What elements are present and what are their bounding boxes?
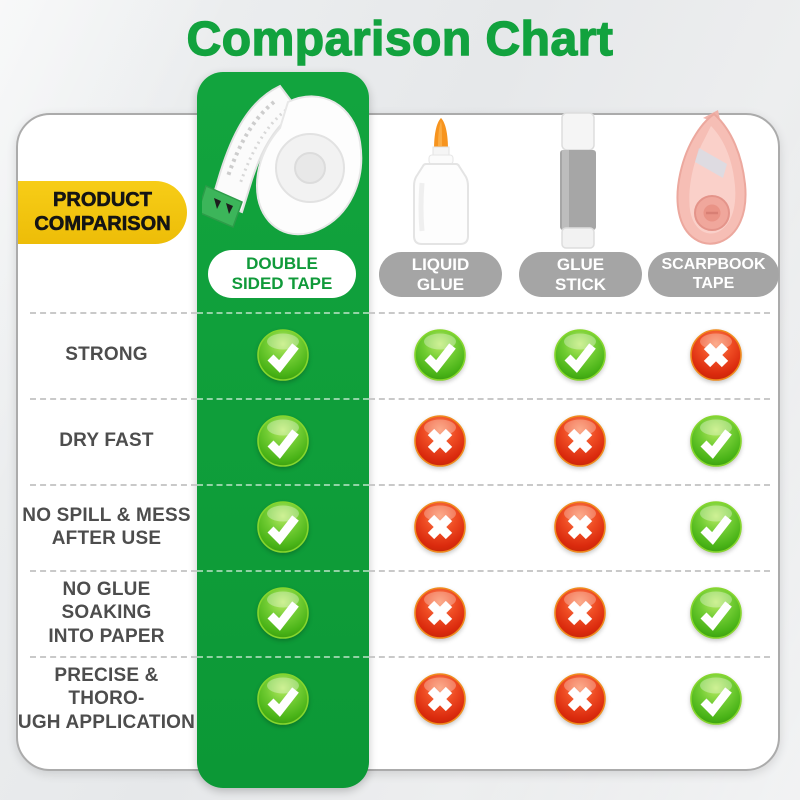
- check-icon: [690, 501, 742, 553]
- table-cell: [554, 587, 606, 639]
- row-divider: [197, 312, 369, 314]
- row-divider: [197, 398, 369, 400]
- row-label: DRY FAST: [59, 430, 154, 452]
- row-divider: [197, 484, 369, 486]
- table-cell: [554, 673, 606, 725]
- row-label: PRECISE & THORO- UGH APPLICATION: [17, 665, 196, 733]
- check-icon: [257, 587, 309, 639]
- check-icon: [690, 673, 742, 725]
- cross-icon: [554, 673, 606, 725]
- table-cell: [257, 673, 309, 725]
- table-cell: [257, 587, 309, 639]
- tape-dispenser-icon: [202, 76, 364, 246]
- row-divider: [30, 312, 197, 314]
- check-icon: [257, 673, 309, 725]
- cross-icon: [413, 673, 466, 725]
- table-row: PRECISE & THORO- UGH APPLICATION: [16, 656, 782, 742]
- table-cell: [690, 587, 742, 639]
- cross-icon: [413, 501, 466, 553]
- column-header-liquid-glue: LIQUID GLUE: [379, 252, 502, 297]
- table-row: NO GLUE SOAKING INTO PAPER: [16, 570, 782, 656]
- check-icon: [257, 415, 309, 467]
- check-icon: [690, 587, 742, 639]
- page-title: Comparison Chart: [186, 12, 614, 66]
- row-label: NO SPILL & MESS AFTER USE: [22, 504, 191, 549]
- table-cell: [554, 415, 606, 467]
- row-divider: [369, 398, 770, 400]
- column-header-glue-stick: GLUE STICK: [519, 252, 642, 297]
- row-label: STRONG: [65, 344, 148, 366]
- table-cell: [690, 415, 742, 467]
- row-divider: [369, 656, 770, 658]
- table-cell: [690, 501, 742, 553]
- glue-stick-icon: [549, 111, 607, 251]
- cross-icon: [554, 415, 606, 467]
- table-cell: [257, 415, 309, 467]
- table-cell: [413, 587, 466, 639]
- row-divider: [369, 484, 770, 486]
- row-divider: [197, 570, 369, 572]
- row-divider: [369, 312, 770, 314]
- check-icon: [690, 415, 742, 467]
- table-cell: [413, 501, 466, 553]
- table-cell: [554, 501, 606, 553]
- table-row: NO SPILL & MESS AFTER USE: [16, 484, 782, 570]
- row-divider: [30, 656, 197, 658]
- row-label: NO GLUE SOAKING INTO PAPER: [48, 579, 165, 647]
- row-divider: [30, 398, 197, 400]
- table-row: DRY FAST: [16, 398, 782, 484]
- table-cell: [257, 329, 309, 381]
- cross-icon: [413, 587, 466, 639]
- check-icon: [554, 329, 606, 381]
- row-divider: [30, 484, 197, 486]
- cross-icon: [554, 501, 606, 553]
- row-divider: [197, 656, 369, 658]
- table-cell: [690, 673, 742, 725]
- table-cell: [257, 501, 309, 553]
- cross-icon: [554, 587, 606, 639]
- table-cell: [413, 329, 466, 381]
- glue-bottle-icon: [398, 113, 484, 248]
- cross-icon: [690, 329, 742, 381]
- table-cell: [554, 329, 606, 381]
- product-comparison-badge: PRODUCT COMPARISON: [18, 181, 187, 244]
- table-cell: [690, 329, 742, 381]
- check-icon: [413, 329, 466, 381]
- check-icon: [257, 501, 309, 553]
- row-divider: [30, 570, 197, 572]
- table-row: STRONG: [16, 312, 782, 398]
- scrapbook-tape-icon: [663, 108, 761, 250]
- table-body: STRONG DRY FAST NO SPILL & MESS AFTER USE N…: [16, 312, 782, 742]
- table-cell: [413, 673, 466, 725]
- check-icon: [257, 329, 309, 381]
- cross-icon: [413, 415, 466, 467]
- column-header-double-sided-tape: DOUBLE SIDED TAPE: [208, 250, 356, 298]
- table-cell: [413, 415, 466, 467]
- row-divider: [369, 570, 770, 572]
- column-header-scarpbook-tape: SCARPBOOK TAPE: [648, 252, 779, 297]
